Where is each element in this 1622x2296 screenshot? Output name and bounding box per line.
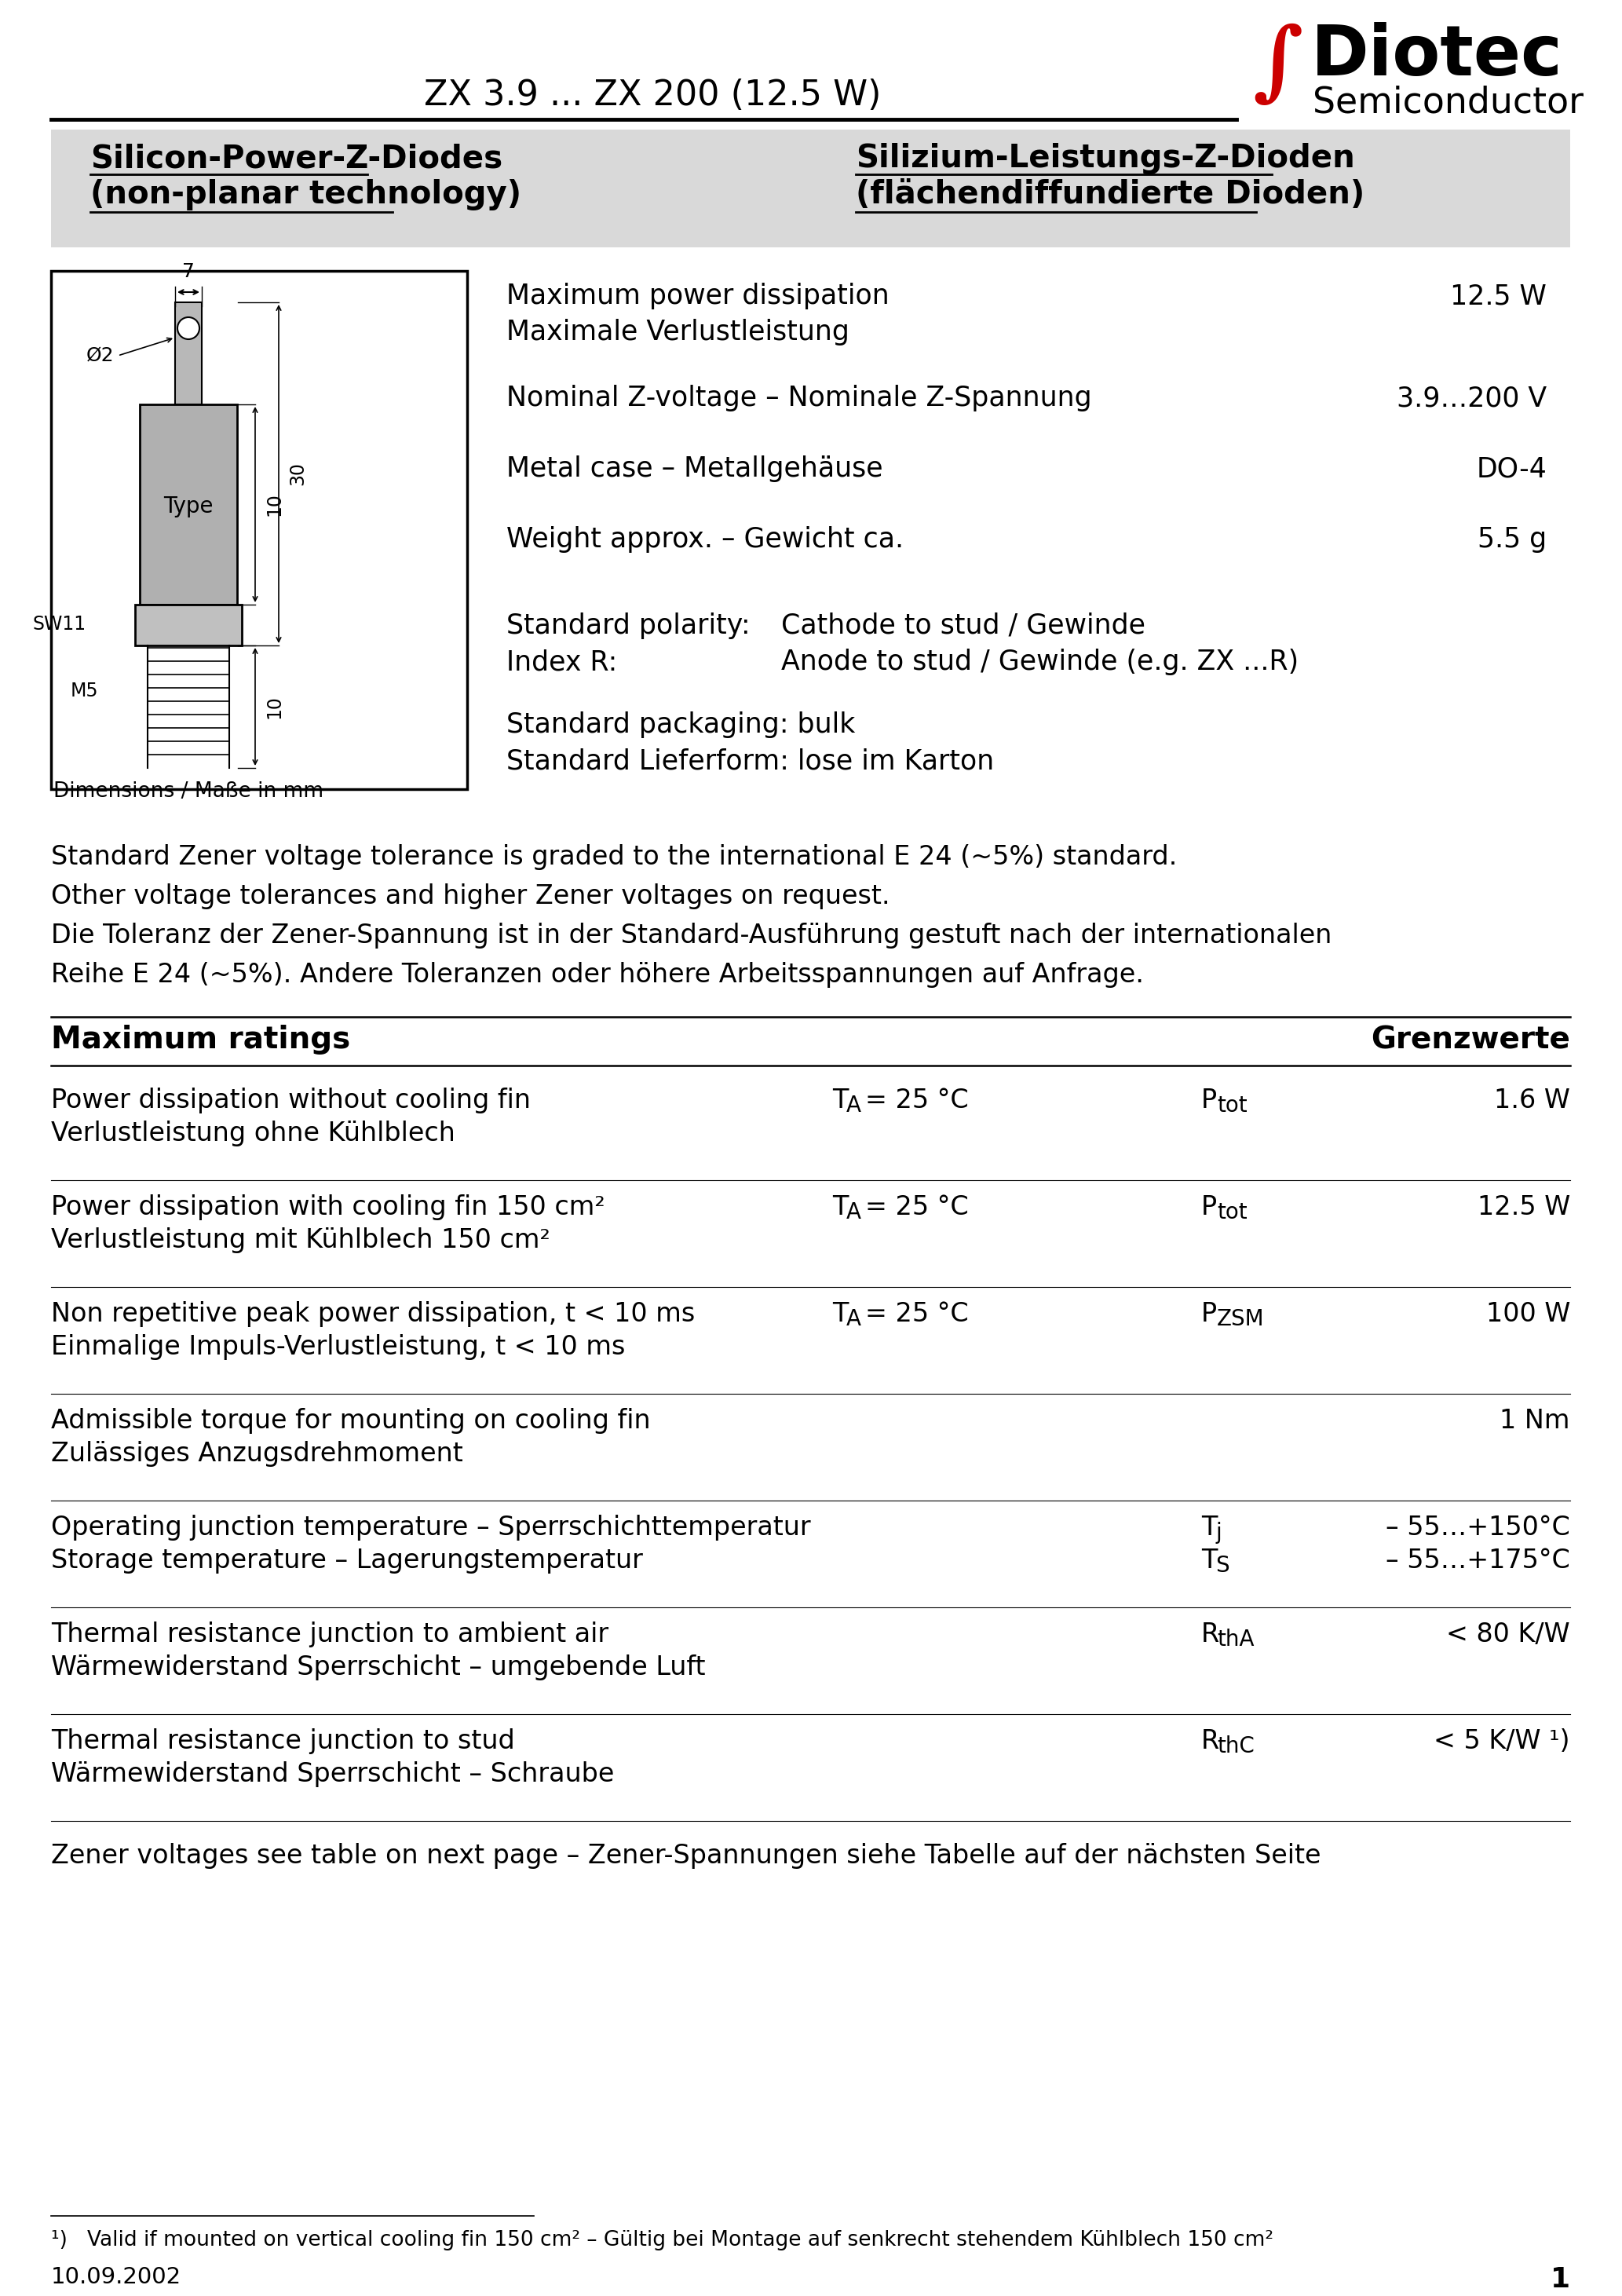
Text: R: R	[1202, 1729, 1220, 1754]
Text: = 25 °C: = 25 °C	[865, 1194, 968, 1219]
Text: < 80 K/W: < 80 K/W	[1447, 1621, 1570, 1649]
Text: Other voltage tolerances and higher Zener voltages on request.: Other voltage tolerances and higher Zene…	[50, 884, 890, 909]
Text: ¹)   Valid if mounted on vertical cooling fin 150 cm² – Gültig bei Montage auf s: ¹) Valid if mounted on vertical cooling …	[50, 2229, 1273, 2250]
Text: Standard polarity:: Standard polarity:	[506, 613, 751, 638]
Text: Verlustleistung mit Kühlblech 150 cm²: Verlustleistung mit Kühlblech 150 cm²	[50, 1228, 550, 1254]
Text: DO-4: DO-4	[1476, 455, 1547, 482]
Text: S: S	[1215, 1554, 1229, 1577]
Bar	[50, 129, 1570, 248]
Text: R: R	[1202, 1621, 1220, 1649]
Text: T: T	[832, 1302, 848, 1327]
Text: 5.5 g: 5.5 g	[1478, 526, 1547, 553]
Text: Standard packaging: bulk: Standard packaging: bulk	[506, 712, 855, 737]
Text: T: T	[832, 1088, 848, 1114]
Text: P: P	[1202, 1194, 1216, 1219]
Text: 30: 30	[289, 461, 307, 484]
Text: Diotec: Diotec	[1311, 23, 1564, 90]
Text: P: P	[1202, 1302, 1216, 1327]
Text: 12.5 W: 12.5 W	[1450, 282, 1547, 310]
Text: ∫: ∫	[1252, 23, 1302, 108]
Text: Storage temperature – Lagerungstemperatur: Storage temperature – Lagerungstemperatu…	[50, 1548, 642, 1573]
Bar	[135, 604, 242, 645]
Text: Ø2: Ø2	[86, 347, 114, 365]
Text: A: A	[847, 1095, 861, 1116]
Text: Anode to stud / Gewinde (e.g. ZX ...R): Anode to stud / Gewinde (e.g. ZX ...R)	[782, 647, 1299, 675]
Bar	[50, 271, 467, 790]
Text: Silicon-Power-Z-Diodes: Silicon-Power-Z-Diodes	[91, 142, 503, 174]
Text: Metal case – Metallgehäuse: Metal case – Metallgehäuse	[506, 455, 882, 482]
Text: 12.5 W: 12.5 W	[1478, 1194, 1570, 1219]
Text: thC: thC	[1216, 1736, 1254, 1756]
Text: T: T	[1202, 1515, 1216, 1541]
Text: ZX 3.9 ... ZX 200 (12.5 W): ZX 3.9 ... ZX 200 (12.5 W)	[423, 78, 881, 113]
Text: T: T	[1202, 1548, 1216, 1573]
Bar	[175, 303, 201, 404]
Text: T: T	[832, 1194, 848, 1219]
Text: Thermal resistance junction to stud: Thermal resistance junction to stud	[50, 1729, 514, 1754]
Text: Maximum ratings: Maximum ratings	[50, 1024, 350, 1054]
Text: 1.6 W: 1.6 W	[1494, 1088, 1570, 1114]
Text: = 25 °C: = 25 °C	[865, 1088, 968, 1114]
Text: Dimensions / Maße in mm: Dimensions / Maße in mm	[54, 781, 323, 801]
Text: 7: 7	[182, 262, 195, 280]
Text: P: P	[1202, 1088, 1216, 1114]
Text: thA: thA	[1216, 1628, 1254, 1651]
Text: Wärmewiderstand Sperrschicht – umgebende Luft: Wärmewiderstand Sperrschicht – umgebende…	[50, 1655, 706, 1681]
Text: Type: Type	[164, 496, 214, 517]
Text: tot: tot	[1216, 1095, 1247, 1116]
Text: (flächendiffundierte Dioden): (flächendiffundierte Dioden)	[856, 179, 1364, 211]
Text: 10: 10	[264, 696, 284, 719]
Text: Nominal Z-voltage – Nominale Z-Spannung: Nominal Z-voltage – Nominale Z-Spannung	[506, 386, 1092, 411]
Text: Standard Zener voltage tolerance is graded to the international E 24 (~5%) stand: Standard Zener voltage tolerance is grad…	[50, 845, 1178, 870]
Text: Verlustleistung ohne Kühlblech: Verlustleistung ohne Kühlblech	[50, 1120, 456, 1146]
Text: Power dissipation without cooling fin: Power dissipation without cooling fin	[50, 1088, 530, 1114]
Text: 100 W: 100 W	[1486, 1302, 1570, 1327]
Text: (non-planar technology): (non-planar technology)	[91, 179, 521, 211]
Text: Zener voltages see table on next page – Zener-Spannungen siehe Tabelle auf der n: Zener voltages see table on next page – …	[50, 1844, 1320, 1869]
Text: Index R:: Index R:	[506, 647, 618, 675]
Text: 10.09.2002: 10.09.2002	[50, 2266, 182, 2289]
Text: Cathode to stud / Gewinde: Cathode to stud / Gewinde	[782, 613, 1145, 638]
Text: – 55…+150°C: – 55…+150°C	[1385, 1515, 1570, 1541]
Bar	[139, 404, 237, 604]
Text: Standard Lieferform: lose im Karton: Standard Lieferform: lose im Karton	[506, 748, 994, 774]
Text: Wärmewiderstand Sperrschicht – Schraube: Wärmewiderstand Sperrschicht – Schraube	[50, 1761, 615, 1786]
Text: tot: tot	[1216, 1201, 1247, 1224]
Text: A: A	[847, 1309, 861, 1329]
Text: Reihe E 24 (~5%). Andere Toleranzen oder höhere Arbeitsspannungen auf Anfrage.: Reihe E 24 (~5%). Andere Toleranzen oder…	[50, 962, 1144, 987]
Text: = 25 °C: = 25 °C	[865, 1302, 968, 1327]
Text: 1: 1	[1551, 2266, 1570, 2294]
Text: SW11: SW11	[32, 615, 86, 634]
Text: M5: M5	[70, 682, 99, 700]
Text: < 5 K/W ¹): < 5 K/W ¹)	[1434, 1729, 1570, 1754]
Text: – 55…+175°C: – 55…+175°C	[1385, 1548, 1570, 1573]
Text: Zulässiges Anzugsdrehmoment: Zulässiges Anzugsdrehmoment	[50, 1442, 462, 1467]
Text: Weight approx. – Gewicht ca.: Weight approx. – Gewicht ca.	[506, 526, 903, 553]
Text: 10: 10	[264, 491, 284, 517]
Text: ZSM: ZSM	[1216, 1309, 1265, 1329]
Text: Silizium-Leistungs-Z-Dioden: Silizium-Leistungs-Z-Dioden	[856, 142, 1354, 174]
Text: Maximum power dissipation: Maximum power dissipation	[506, 282, 889, 310]
Text: Thermal resistance junction to ambient air: Thermal resistance junction to ambient a…	[50, 1621, 608, 1649]
Text: Einmalige Impuls-Verlustleistung, t < 10 ms: Einmalige Impuls-Verlustleistung, t < 10…	[50, 1334, 624, 1359]
Text: Maximale Verlustleistung: Maximale Verlustleistung	[506, 319, 850, 344]
Text: Grenzwerte: Grenzwerte	[1371, 1024, 1570, 1054]
Text: Admissible torque for mounting on cooling fin: Admissible torque for mounting on coolin…	[50, 1407, 650, 1433]
Text: Die Toleranz der Zener-Spannung ist in der Standard-Ausführung gestuft nach der : Die Toleranz der Zener-Spannung ist in d…	[50, 923, 1332, 948]
Text: 1 Nm: 1 Nm	[1500, 1407, 1570, 1433]
Text: j: j	[1215, 1522, 1221, 1543]
Text: Semiconductor: Semiconductor	[1312, 85, 1583, 119]
Text: Power dissipation with cooling fin 150 cm²: Power dissipation with cooling fin 150 c…	[50, 1194, 605, 1219]
Circle shape	[177, 317, 200, 340]
Text: Operating junction temperature – Sperrschichttemperatur: Operating junction temperature – Sperrsc…	[50, 1515, 811, 1541]
Text: A: A	[847, 1201, 861, 1224]
Text: 3.9…200 V: 3.9…200 V	[1397, 386, 1547, 411]
Text: Non repetitive peak power dissipation, t < 10 ms: Non repetitive peak power dissipation, t…	[50, 1302, 694, 1327]
